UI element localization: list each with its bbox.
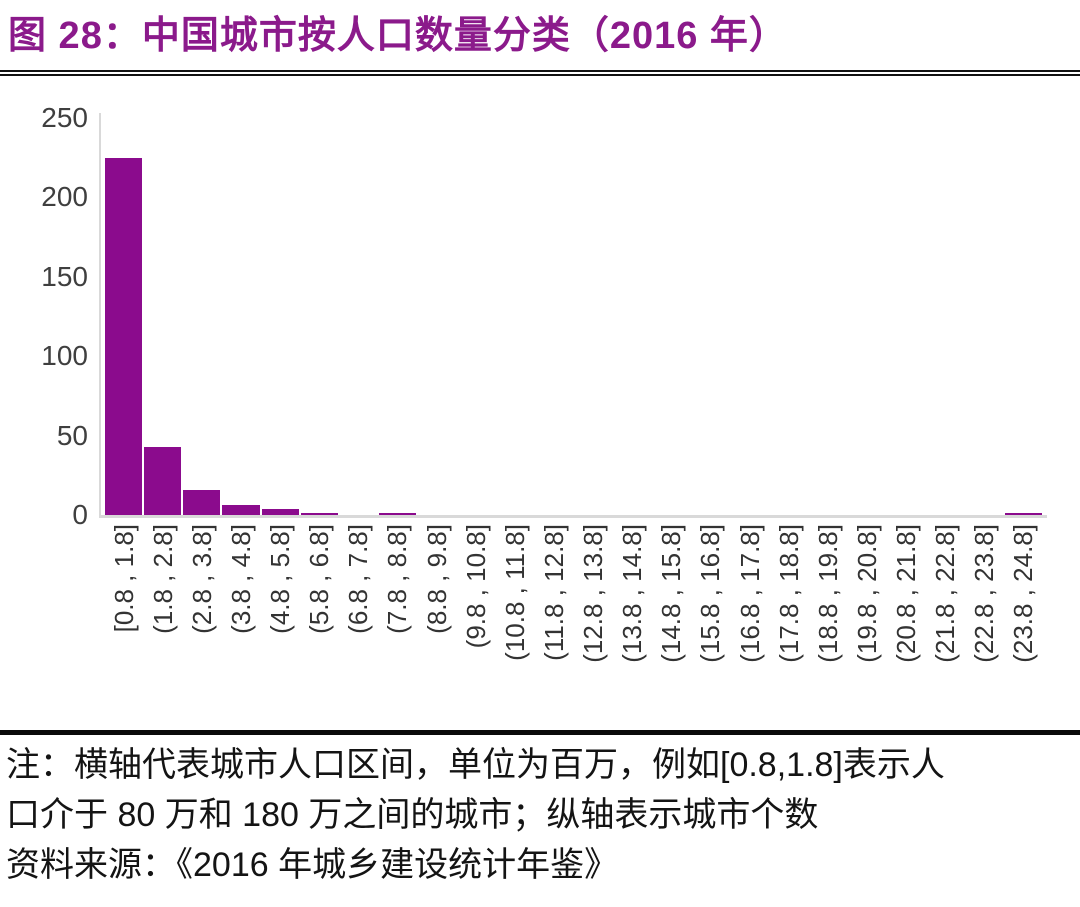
y-axis-line (99, 113, 101, 517)
bar (222, 505, 260, 515)
x-axis-tick-label: (2.8 , 3.8] (186, 524, 217, 634)
bar (378, 513, 416, 515)
bar-chart: 0 50 100 150 200 250 [0.8 , 1.8] (1.8 , 2.8] (2.… (0, 90, 1080, 730)
figure-title: 图 28：中国城市按人口数量分类（2016 年） (8, 15, 788, 57)
bar (300, 513, 338, 515)
y-axis-tick-label: 0 (72, 499, 88, 530)
x-axis-tick-label: (9.8 , 10.8] (460, 524, 491, 649)
y-axis-tick-label: 50 (56, 419, 88, 451)
x-axis-tick-label: (18.8 , 19.8] (812, 524, 843, 663)
x-axis-tick-label: (14.8 , 15.8] (656, 524, 687, 663)
x-axis-tick-label: (1.8 , 2.8] (147, 524, 178, 634)
x-axis-tick-label: (6.8 , 7.8] (343, 524, 374, 634)
x-axis-tick-label: (5.8 , 6.8] (304, 524, 335, 634)
y-axis-tick-label: 150 (41, 260, 88, 292)
x-axis-tick-label: (20.8 , 21.8] (891, 524, 922, 663)
x-axis-tick-label: (4.8 , 5.8] (265, 524, 296, 634)
y-axis-tick-label: 200 (41, 181, 88, 213)
note-line-2: 口介于 80 万和 180 万之间的城市；纵轴表示城市个数 (6, 796, 819, 834)
bar (183, 490, 221, 515)
x-axis-tick-label: (7.8 , 8.8] (382, 524, 413, 634)
x-axis-tick-label: (22.8 , 23.8] (969, 524, 1000, 663)
title-separator-line (0, 70, 1080, 76)
bar (105, 158, 143, 515)
bar (144, 447, 182, 515)
source-line: 资料来源：《2016 年城乡建设统计年鉴》 (6, 846, 619, 884)
x-axis-tick-label: (16.8 , 17.8] (734, 524, 765, 663)
x-axis-tick-label: (12.8 , 13.8] (578, 524, 609, 663)
chart-footnotes: 注：横轴代表城市人口区间，单位为百万，例如[0.8,1.8]表示人 口介于 80… (6, 740, 1076, 890)
y-axis-tick-label: 100 (41, 340, 88, 372)
bar (1004, 513, 1042, 515)
x-axis-tick-label: (10.8 , 11.8] (499, 524, 530, 661)
footnote-separator-line (0, 730, 1080, 735)
x-axis-tick-label: (3.8 , 4.8] (225, 524, 256, 634)
y-axis-tick-label: 250 (41, 102, 88, 133)
note-line-1: 注：横轴代表城市人口区间，单位为百万，例如[0.8,1.8]表示人 (6, 746, 945, 784)
x-axis-tick-label: (11.8 , 12.8] (538, 524, 569, 661)
x-axis-tick-label: (15.8 , 16.8] (695, 524, 726, 663)
x-axis-tick-label: (21.8 , 22.8] (930, 524, 961, 663)
x-axis-line (99, 515, 1047, 518)
x-axis-tick-label: [0.8 , 1.8] (108, 524, 139, 633)
x-axis-tick-label: (8.8 , 9.8] (421, 524, 452, 634)
x-axis-tick-label: (23.8 , 24.8] (1008, 524, 1039, 663)
bar (261, 509, 299, 515)
x-axis-tick-label: (19.8 , 20.8] (851, 524, 882, 663)
x-axis-tick-label: (13.8 , 14.8] (617, 524, 648, 663)
x-axis-tick-label: (17.8 , 18.8] (773, 524, 804, 663)
